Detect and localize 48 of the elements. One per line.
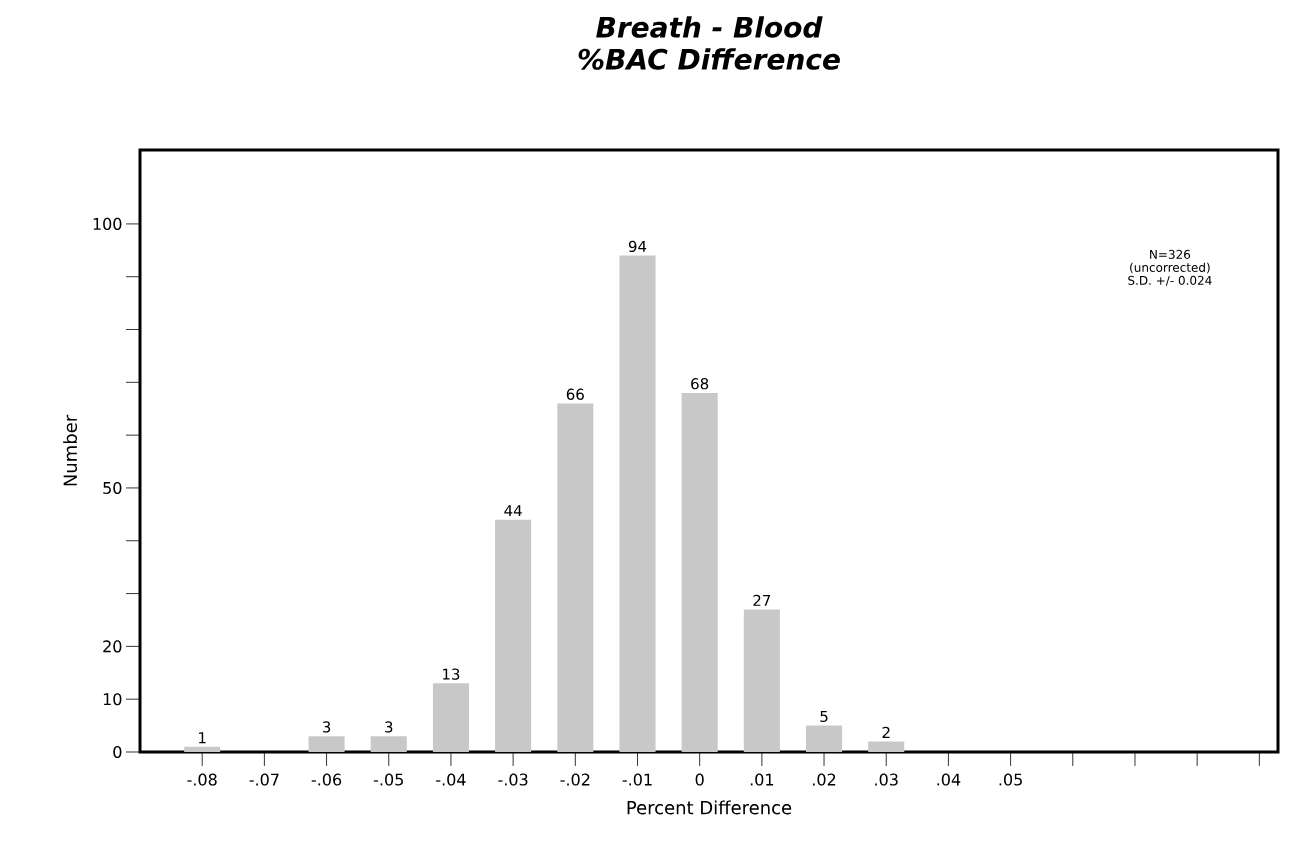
data-label: 3 bbox=[385, 721, 393, 733]
data-label: 94 bbox=[628, 240, 647, 253]
x-tick-label: -.07 bbox=[249, 773, 279, 786]
bar bbox=[743, 609, 780, 752]
x-tick-label: -.03 bbox=[498, 773, 528, 786]
x-tick-label: .05 bbox=[999, 773, 1022, 786]
data-label: 1 bbox=[199, 732, 206, 744]
data-label: 66 bbox=[566, 388, 584, 400]
bar bbox=[557, 403, 594, 752]
x-axis-title: Percent Difference bbox=[627, 800, 792, 815]
bar bbox=[619, 255, 656, 752]
x-tick-label: -.08 bbox=[187, 773, 217, 786]
x-tick-label: 0 bbox=[695, 773, 704, 786]
x-tick-label: .02 bbox=[813, 773, 836, 786]
chart-title: Breath - Blood bbox=[596, 16, 823, 38]
x-tick-label: .01 bbox=[750, 773, 774, 786]
y-axis-title: Number bbox=[63, 414, 78, 486]
y-tick-label: 100 bbox=[93, 217, 122, 230]
x-tick-label: -.01 bbox=[622, 773, 652, 786]
x-tick-label: .03 bbox=[875, 773, 898, 786]
bar bbox=[868, 741, 905, 752]
bar bbox=[806, 725, 843, 752]
data-label: 13 bbox=[443, 668, 460, 680]
chart-subtitle: %BAC Difference bbox=[578, 48, 840, 70]
data-label: 68 bbox=[691, 378, 709, 390]
y-tick-label: 0 bbox=[113, 745, 122, 759]
y-tick-label: 20 bbox=[103, 640, 122, 653]
bar bbox=[432, 683, 469, 752]
bar bbox=[495, 519, 532, 752]
bar bbox=[308, 736, 345, 752]
bar bbox=[370, 736, 407, 752]
x-tick-label: -.02 bbox=[560, 773, 590, 786]
bar bbox=[681, 392, 718, 752]
annotation: (uncorrected) bbox=[1130, 262, 1210, 274]
data-label: 27 bbox=[753, 594, 771, 606]
y-tick-label: 10 bbox=[103, 693, 122, 706]
annotation: N=326 bbox=[1150, 249, 1191, 259]
x-tick-label: -.06 bbox=[311, 773, 342, 786]
y-tick-label: 50 bbox=[103, 481, 122, 494]
annotation: S.D. +/- 0.024 bbox=[1128, 275, 1212, 286]
data-label: 2 bbox=[882, 726, 890, 738]
x-tick-label: -.05 bbox=[373, 773, 403, 786]
x-tick-label: -.04 bbox=[436, 773, 466, 786]
data-label: 3 bbox=[322, 721, 331, 733]
bar bbox=[184, 746, 221, 752]
data-label: 5 bbox=[820, 710, 828, 723]
data-label: 44 bbox=[504, 505, 522, 517]
x-tick-label: .04 bbox=[937, 773, 961, 786]
